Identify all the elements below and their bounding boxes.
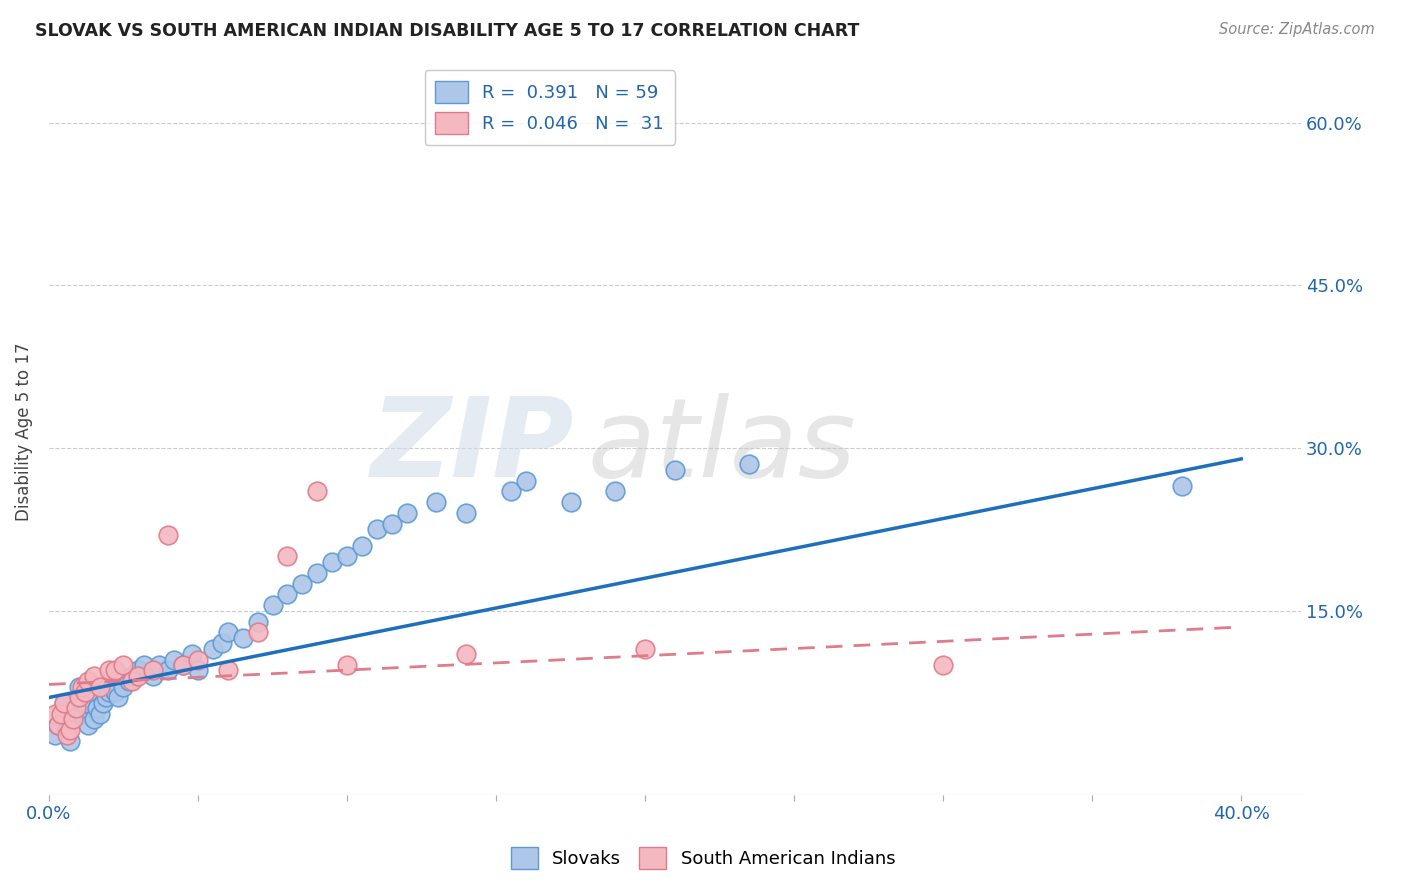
Point: [121, 669, 143, 683]
Point: [232, 631, 254, 645]
Point: [148, 657, 170, 672]
Point: [70, 706, 93, 721]
Point: [262, 599, 284, 613]
Point: [336, 657, 359, 672]
Point: [56, 728, 79, 742]
Point: [515, 474, 537, 488]
Y-axis label: Disability Age 5 to 17: Disability Age 5 to 17: [15, 343, 32, 521]
Point: [83, 669, 105, 683]
Point: [456, 506, 478, 520]
Point: [97, 685, 120, 699]
Point: [112, 680, 135, 694]
Point: [76, 674, 98, 689]
Point: [172, 657, 194, 672]
Point: [291, 576, 314, 591]
Point: [86, 701, 108, 715]
Point: [932, 657, 955, 672]
Point: [738, 458, 761, 472]
Point: [46, 717, 69, 731]
Point: [52, 706, 75, 721]
Point: [121, 674, 143, 689]
Legend: Slovaks, South American Indians: Slovaks, South American Indians: [503, 839, 903, 876]
Point: [634, 641, 657, 656]
Point: [118, 674, 141, 689]
Point: [103, 664, 125, 678]
Point: [103, 685, 125, 699]
Point: [83, 712, 105, 726]
Point: [381, 516, 404, 531]
Point: [560, 495, 582, 509]
Point: [307, 484, 329, 499]
Point: [321, 555, 343, 569]
Point: [59, 723, 82, 737]
Point: [70, 680, 93, 694]
Point: [142, 669, 165, 683]
Point: [163, 652, 186, 666]
Point: [157, 528, 180, 542]
Point: [336, 549, 359, 564]
Point: [52, 696, 75, 710]
Point: [246, 625, 269, 640]
Point: [276, 549, 298, 564]
Point: [395, 506, 418, 520]
Point: [44, 706, 66, 721]
Point: [49, 706, 72, 721]
Point: [276, 587, 298, 601]
Point: [499, 484, 522, 499]
Legend: R =  0.391   N = 59, R =  0.046   N =  31: R = 0.391 N = 59, R = 0.046 N = 31: [425, 70, 675, 145]
Point: [67, 680, 90, 694]
Point: [100, 680, 122, 694]
Point: [425, 495, 447, 509]
Point: [187, 664, 209, 678]
Point: [127, 669, 149, 683]
Point: [76, 717, 98, 731]
Point: [89, 706, 111, 721]
Point: [65, 701, 87, 715]
Point: [107, 690, 129, 705]
Point: [65, 701, 87, 715]
Point: [97, 664, 120, 678]
Point: [157, 664, 180, 678]
Point: [187, 652, 209, 666]
Point: [217, 664, 239, 678]
Point: [46, 717, 69, 731]
Point: [211, 636, 233, 650]
Point: [127, 664, 149, 678]
Text: Source: ZipAtlas.com: Source: ZipAtlas.com: [1219, 22, 1375, 37]
Point: [73, 685, 96, 699]
Point: [62, 712, 84, 726]
Point: [112, 657, 135, 672]
Point: [181, 647, 204, 661]
Point: [91, 696, 114, 710]
Point: [67, 690, 90, 705]
Point: [246, 615, 269, 629]
Point: [73, 696, 96, 710]
Text: ZIP: ZIP: [371, 392, 575, 500]
Text: atlas: atlas: [588, 392, 856, 500]
Point: [142, 664, 165, 678]
Point: [94, 690, 117, 705]
Point: [80, 685, 103, 699]
Text: SLOVAK VS SOUTH AMERICAN INDIAN DISABILITY AGE 5 TO 17 CORRELATION CHART: SLOVAK VS SOUTH AMERICAN INDIAN DISABILI…: [35, 22, 859, 40]
Point: [605, 484, 627, 499]
Point: [664, 463, 686, 477]
Point: [350, 539, 373, 553]
Point: [56, 723, 79, 737]
Point: [217, 625, 239, 640]
Point: [1170, 479, 1192, 493]
Point: [62, 712, 84, 726]
Point: [44, 728, 66, 742]
Point: [134, 657, 156, 672]
Point: [456, 647, 478, 661]
Point: [172, 657, 194, 672]
Point: [89, 680, 111, 694]
Point: [366, 522, 388, 536]
Point: [67, 690, 90, 705]
Point: [307, 566, 329, 580]
Point: [52, 696, 75, 710]
Point: [59, 734, 82, 748]
Point: [201, 641, 224, 656]
